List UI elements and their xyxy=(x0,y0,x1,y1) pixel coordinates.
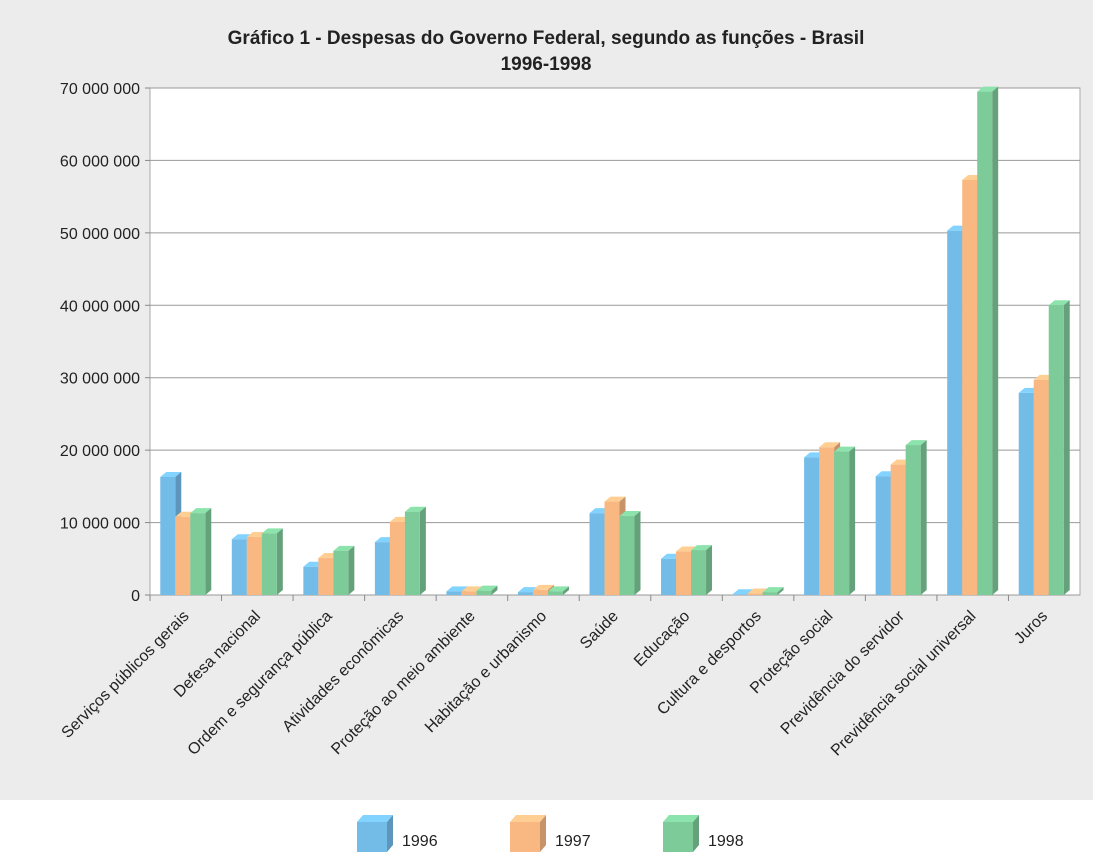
bar xyxy=(190,513,206,595)
bar xyxy=(604,501,620,595)
bar-top xyxy=(691,545,713,551)
bar-top xyxy=(404,506,426,512)
bar-side xyxy=(1063,300,1070,595)
bar-top xyxy=(446,586,468,592)
legend-label: 1996 xyxy=(402,833,438,850)
bar xyxy=(461,591,477,595)
bar xyxy=(762,592,778,595)
bar xyxy=(1018,392,1034,595)
bar xyxy=(1033,379,1049,595)
bar-side xyxy=(419,506,426,595)
legend-label: 1997 xyxy=(555,833,591,850)
bar-top xyxy=(905,440,927,446)
bar xyxy=(977,91,993,595)
bar xyxy=(547,591,563,595)
y-tick-label: 0 xyxy=(131,588,140,605)
bar-side xyxy=(992,86,999,595)
y-tick-label: 20 000 000 xyxy=(60,443,140,460)
bar xyxy=(962,179,978,595)
bar xyxy=(589,513,605,595)
bar xyxy=(404,511,420,595)
chart-title: Gráfico 1 - Despesas do Governo Federal,… xyxy=(228,28,865,49)
bar-side xyxy=(849,446,856,595)
bar-top xyxy=(190,508,212,514)
bar xyxy=(619,516,635,595)
bar xyxy=(303,566,319,595)
bar xyxy=(333,550,349,595)
legend-swatch-side xyxy=(693,815,699,852)
bar-top xyxy=(604,496,626,502)
y-tick-label: 40 000 000 xyxy=(60,298,140,315)
bar xyxy=(691,550,707,595)
bar-side xyxy=(276,528,283,595)
bar xyxy=(231,539,247,595)
bar-side xyxy=(491,585,498,595)
bar-top xyxy=(261,528,283,534)
legend-swatch xyxy=(510,822,540,852)
bar xyxy=(374,542,390,595)
bar xyxy=(804,457,820,595)
bar-top xyxy=(619,511,641,517)
bar-top xyxy=(547,586,569,592)
bar xyxy=(875,476,891,595)
bar xyxy=(819,447,835,595)
bar-side xyxy=(777,587,784,595)
bar xyxy=(747,593,763,595)
bar xyxy=(175,516,191,595)
bar xyxy=(246,537,262,595)
legend-swatch xyxy=(663,822,693,852)
bar xyxy=(517,592,533,595)
bar xyxy=(947,230,963,596)
legend-swatch-top xyxy=(357,815,393,822)
bar-top xyxy=(977,86,999,92)
legend-background xyxy=(0,800,1093,852)
legend-swatch-side xyxy=(540,815,546,852)
bar-top xyxy=(762,587,784,593)
chart-subtitle: 1996-1998 xyxy=(501,54,592,75)
legend-label: 1998 xyxy=(708,833,744,850)
bar xyxy=(661,558,677,595)
bar-top xyxy=(1048,300,1070,306)
bar-top xyxy=(834,446,856,452)
y-tick-label: 50 000 000 xyxy=(60,226,140,243)
bar-side xyxy=(348,545,355,595)
bar xyxy=(890,464,906,595)
bar xyxy=(532,589,548,595)
legend-swatch-side xyxy=(387,815,393,852)
legend-swatch-top xyxy=(510,815,546,822)
bar-top xyxy=(819,442,841,448)
bar xyxy=(732,594,748,595)
bar xyxy=(834,451,850,595)
bar xyxy=(318,558,334,595)
bar xyxy=(261,533,277,595)
bar-top xyxy=(160,471,182,477)
y-tick-label: 30 000 000 xyxy=(60,371,140,388)
y-tick-label: 60 000 000 xyxy=(60,153,140,170)
bar-top xyxy=(532,584,554,590)
bar xyxy=(389,521,405,595)
bar xyxy=(676,551,692,595)
bar-side xyxy=(634,511,641,595)
y-tick-label: 70 000 000 xyxy=(60,81,140,98)
bar xyxy=(446,591,462,595)
y-tick-label: 10 000 000 xyxy=(60,516,140,533)
bar-top xyxy=(476,585,498,591)
legend-swatch-top xyxy=(663,815,699,822)
bar xyxy=(160,476,176,595)
bar-side xyxy=(706,545,713,595)
bar-side xyxy=(920,440,927,595)
bar xyxy=(905,445,921,595)
bar-side xyxy=(205,508,212,595)
legend-swatch xyxy=(357,822,387,852)
bar-top xyxy=(333,545,355,551)
bar xyxy=(476,590,492,595)
bar-side xyxy=(562,586,569,595)
bar xyxy=(1048,305,1064,595)
